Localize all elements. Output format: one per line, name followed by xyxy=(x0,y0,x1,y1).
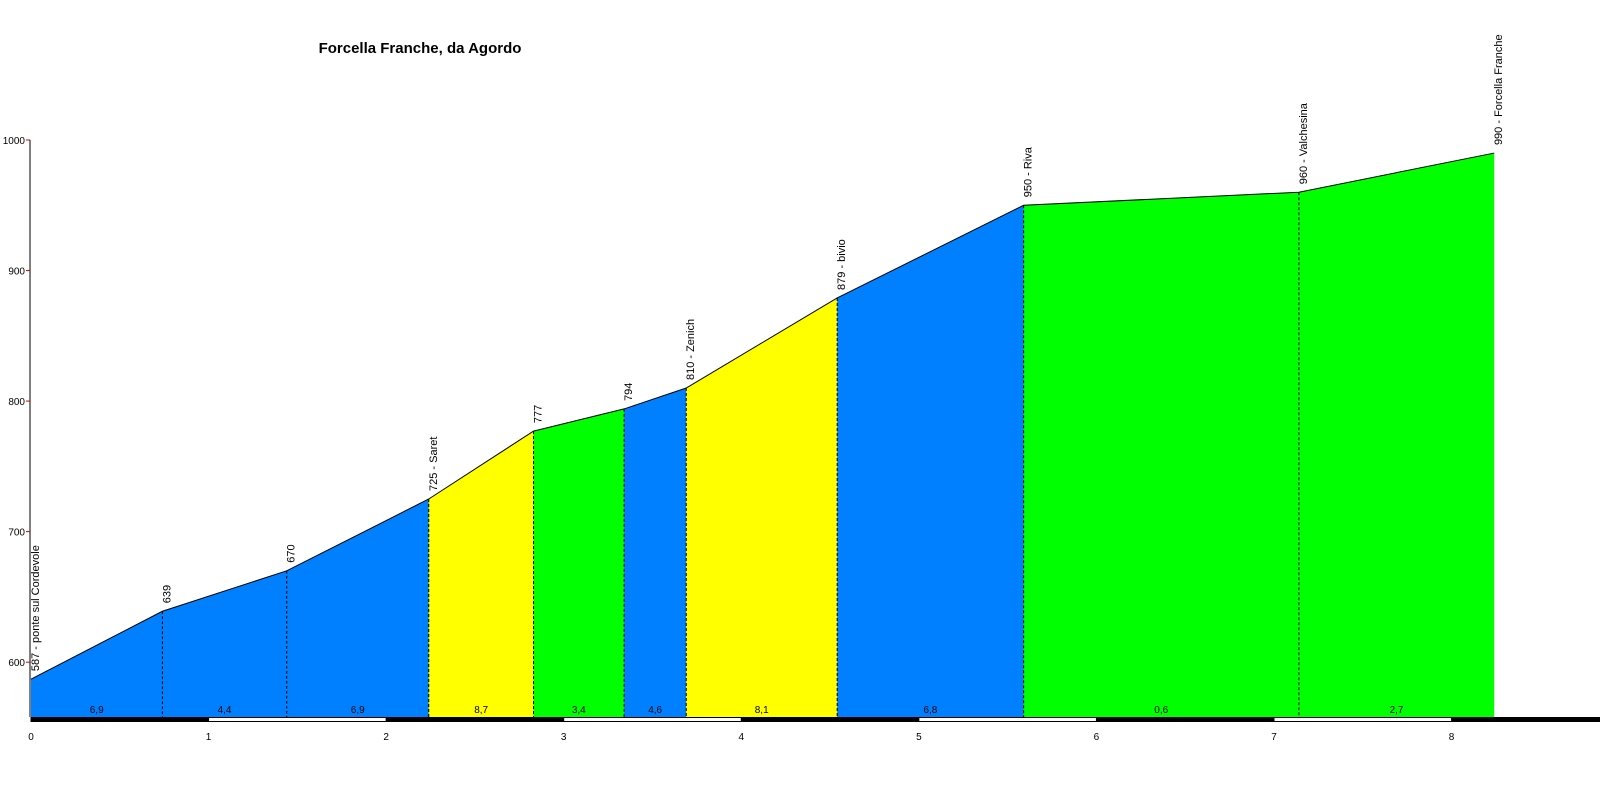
gradient-label: 4,6 xyxy=(648,705,662,716)
profile-line xyxy=(30,152,1495,680)
x-tick-label: 3 xyxy=(561,732,567,743)
gradient-segment xyxy=(286,498,429,717)
y-tick-label: 700 xyxy=(8,528,25,539)
gradient-label: 0,6 xyxy=(1154,705,1168,716)
gradient-segment xyxy=(162,570,287,717)
gradient-segment xyxy=(533,408,625,717)
point-label: 639 xyxy=(161,585,173,603)
x-tick-label: 6 xyxy=(1094,732,1100,743)
x-tick-label: 2 xyxy=(383,732,389,743)
x-tick-label: 4 xyxy=(739,732,745,743)
gradient-label: 6,9 xyxy=(90,705,104,716)
x-tick-label: 8 xyxy=(1449,732,1455,743)
point-label: 990 - Forcella Franche xyxy=(1493,34,1505,145)
scale-bar-white xyxy=(208,718,387,721)
gradient-segment xyxy=(837,205,1024,718)
gradient-segment xyxy=(624,388,687,717)
gradient-label: 8,7 xyxy=(474,705,488,716)
point-label: 950 - Riva xyxy=(1023,146,1035,197)
y-tick-label: 900 xyxy=(8,267,25,278)
x-tick-label: 7 xyxy=(1271,732,1277,743)
gradient-segment xyxy=(428,431,534,717)
x-tick-label: 1 xyxy=(206,732,212,743)
point-label: 725 - Saret xyxy=(428,437,440,491)
gradient-label: 6,8 xyxy=(923,705,937,716)
point-label: 810 - Zenich xyxy=(685,319,697,380)
scale-bar-white xyxy=(918,718,1097,721)
y-tick-label: 800 xyxy=(8,397,25,408)
gradient-segment xyxy=(31,611,163,717)
gradient-label: 8,1 xyxy=(755,705,769,716)
scale-bar xyxy=(31,717,1600,722)
gradient-segment xyxy=(686,297,838,717)
gradient-label: 4,4 xyxy=(218,705,232,716)
point-label: 879 - bivio xyxy=(836,239,848,290)
chart-title: Forcella Franche, da Agordo xyxy=(319,40,522,57)
y-tick-label: 600 xyxy=(8,658,25,669)
point-label: 794 xyxy=(623,383,635,401)
scale-bar-white xyxy=(563,718,742,721)
point-label: 670 xyxy=(286,544,298,562)
gradient-segment xyxy=(1298,153,1495,717)
gradient-label: 6,9 xyxy=(351,705,365,716)
gradient-segment xyxy=(1023,192,1299,718)
scale-bar-white xyxy=(1274,718,1452,721)
point-label: 587 - ponte sul Cordevole xyxy=(30,545,42,671)
point-label: 777 xyxy=(533,405,545,423)
y-tick-label: 1000 xyxy=(3,136,26,147)
gradient-label: 2,7 xyxy=(1390,705,1404,716)
x-tick-label: 5 xyxy=(916,732,922,743)
point-label: 960 - Valchesina xyxy=(1298,102,1310,184)
x-tick-label: 0 xyxy=(28,732,34,743)
gradient-label: 3,4 xyxy=(572,705,586,716)
